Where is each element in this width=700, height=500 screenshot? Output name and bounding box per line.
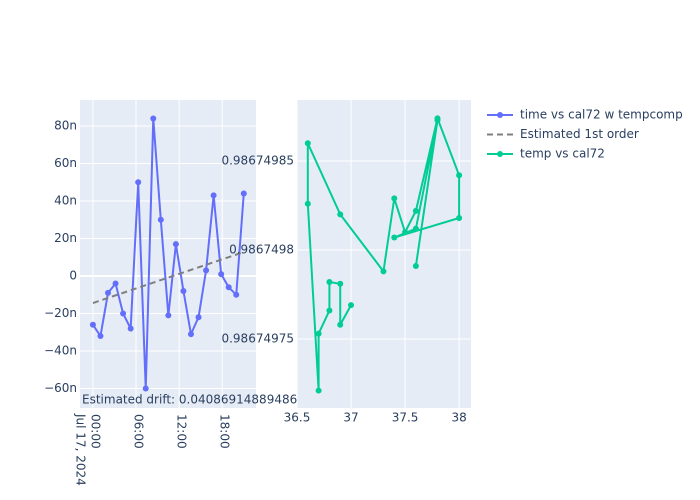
x-date-label: Jul 17, 2024 <box>73 413 87 486</box>
legend-label: temp vs cal72 <box>520 147 605 161</box>
data-point <box>150 115 157 122</box>
x-tick-label: 36.5 <box>284 411 311 425</box>
data-point <box>412 225 419 232</box>
data-point <box>157 216 164 223</box>
data-point <box>402 229 409 236</box>
data-point <box>456 172 463 179</box>
plot-area <box>80 100 256 408</box>
data-point <box>142 385 149 392</box>
data-point <box>180 288 187 295</box>
data-point <box>337 280 344 287</box>
data-point <box>218 271 225 278</box>
data-point <box>89 321 96 328</box>
y-tick-label: 20n <box>54 231 77 245</box>
x-tick-label: 12:00 <box>175 414 189 449</box>
legend-label: Estimated 1st order <box>520 127 639 141</box>
data-point <box>127 325 134 332</box>
x-tick-label: 37 <box>343 411 358 425</box>
y-tick-label: 0.9867498 <box>229 242 294 256</box>
data-point <box>135 179 142 186</box>
data-point <box>304 200 311 207</box>
data-point <box>97 333 104 340</box>
legend-label: time vs cal72 w tempcomp <box>520 108 683 122</box>
y-tick-label: 0 <box>69 269 77 283</box>
data-point <box>187 331 194 338</box>
data-point <box>391 195 398 202</box>
data-point <box>348 302 355 309</box>
data-point <box>391 234 398 241</box>
y-tick-label: 0.98674975 <box>221 331 294 345</box>
data-point <box>172 241 179 248</box>
y-tick-label: −20n <box>44 306 77 320</box>
y-tick-label: −60n <box>44 381 77 395</box>
x-tick-label: 38 <box>451 411 466 425</box>
data-point <box>456 214 463 221</box>
series-line <box>92 251 245 304</box>
y-tick-label: −40n <box>44 344 77 358</box>
data-point <box>412 207 419 214</box>
data-point <box>120 310 127 317</box>
x-tick-label: 18:00 <box>218 414 232 449</box>
data-point <box>210 192 217 199</box>
data-point <box>105 289 112 296</box>
data-point <box>412 263 419 270</box>
data-point <box>326 279 333 286</box>
x-tick-label: 06:00 <box>132 414 146 449</box>
data-point <box>165 312 172 319</box>
y-tick-label: 60n <box>54 156 77 170</box>
data-point <box>434 117 441 124</box>
legend-marker <box>497 151 503 157</box>
data-point <box>337 321 344 328</box>
y-tick-label: 80n <box>54 119 77 133</box>
data-point <box>380 268 387 275</box>
y-tick-label: 0.98674985 <box>221 154 294 168</box>
x-tick-label: 37.5 <box>392 411 419 425</box>
plot-area <box>297 100 471 408</box>
legend-marker <box>497 112 503 118</box>
data-point <box>326 307 333 314</box>
data-point <box>112 280 119 287</box>
data-point <box>195 314 202 321</box>
data-point <box>240 190 247 197</box>
data-point <box>225 284 232 291</box>
y-tick-label: 40n <box>54 194 77 208</box>
x-tick-label: 00:00 <box>88 414 102 449</box>
data-point <box>315 387 322 394</box>
data-point <box>233 291 240 298</box>
data-point <box>203 267 210 274</box>
data-point <box>304 140 311 147</box>
data-point <box>337 211 344 218</box>
data-point <box>315 330 322 337</box>
